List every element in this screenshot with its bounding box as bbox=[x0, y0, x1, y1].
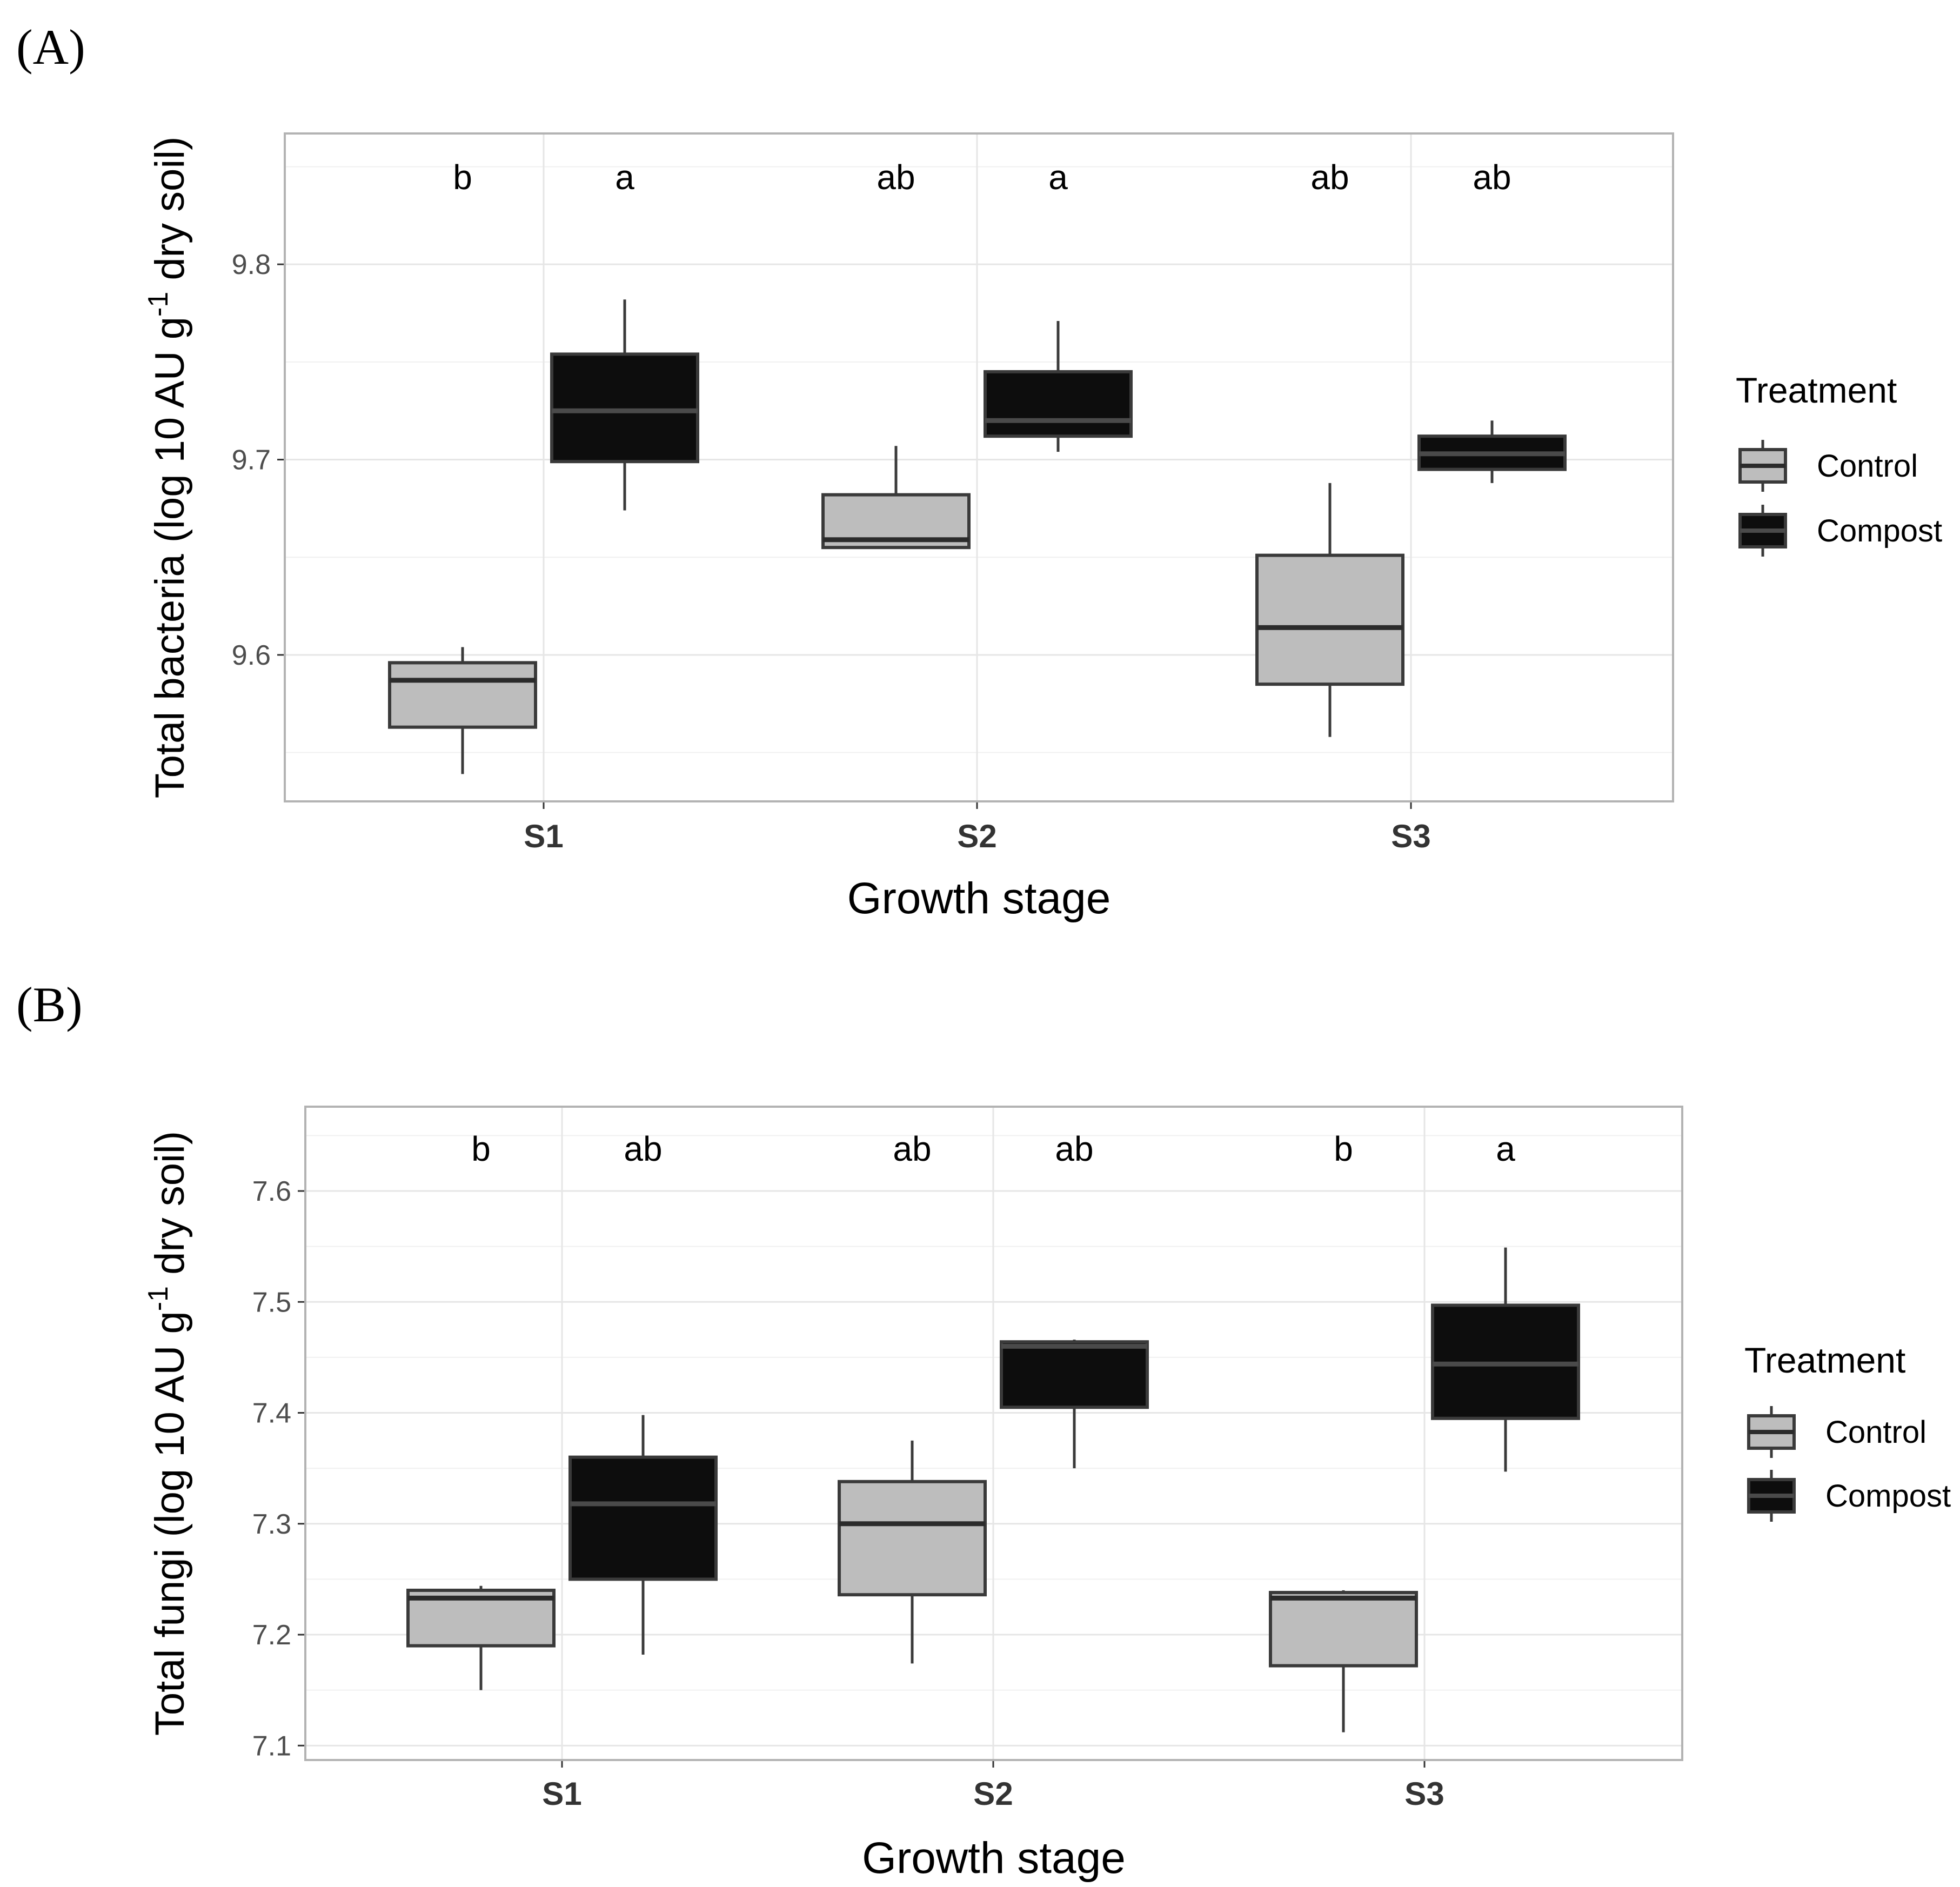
legend-title: Treatment bbox=[1744, 1340, 1905, 1380]
legend-title: Treatment bbox=[1736, 370, 1897, 410]
significance-letter: ab bbox=[1055, 1129, 1093, 1168]
y-tick-label: 7.5 bbox=[252, 1287, 291, 1318]
significance-letter: b bbox=[1334, 1129, 1353, 1168]
y-tick-label: 7.2 bbox=[252, 1620, 291, 1651]
significance-letter: ab bbox=[1310, 158, 1349, 197]
y-axis-label: Total bacteria (log 10 AU g-1 dry soil) bbox=[143, 137, 193, 799]
box-control-s2: ab bbox=[821, 158, 971, 550]
box-control-s2: ab bbox=[838, 1129, 987, 1664]
panel-label: (B) bbox=[16, 977, 83, 1032]
x-axis-label: Growth stage bbox=[862, 1834, 1126, 1883]
box-iqr bbox=[1000, 1340, 1149, 1409]
y-axis-label-main: Total fungi (log 10 AU g bbox=[147, 1311, 193, 1736]
y-axis-label: Total fungi (log 10 AU g-1 dry soil) bbox=[143, 1131, 193, 1736]
legend-item-compost: Compost bbox=[1738, 505, 1942, 557]
plot-border bbox=[284, 132, 1674, 802]
x-tick-label: S2 bbox=[957, 818, 996, 854]
box-control-s3: b bbox=[1269, 1129, 1418, 1732]
y-axis-label-main: Total bacteria (log 10 AU g bbox=[147, 317, 193, 798]
legend-item-control: Control bbox=[1747, 1406, 1926, 1458]
significance-letter: b bbox=[453, 158, 472, 197]
y-tick-label: 9.7 bbox=[232, 445, 271, 476]
x-tick-label: S1 bbox=[524, 818, 563, 854]
y-axis-label-unit: dry soil) bbox=[147, 137, 193, 292]
box-compost-s1: a bbox=[550, 158, 699, 511]
legend-label: Compost bbox=[1817, 513, 1942, 548]
x-tick-label: S3 bbox=[1391, 818, 1430, 854]
box-compost-s1: ab bbox=[568, 1129, 718, 1655]
y-tick-label: 7.1 bbox=[252, 1730, 291, 1762]
chart-panel-a: (A) 9.6 9.7 9.8 S1 S2 S3 b ab ab a a ab Growth stage T… bbox=[16, 19, 1942, 923]
panel-label: (A) bbox=[16, 19, 85, 75]
significance-letter: ab bbox=[893, 1129, 931, 1168]
significance-letter: ab bbox=[1473, 158, 1511, 197]
box-compost-s2: a bbox=[984, 158, 1133, 452]
significance-letter: a bbox=[1048, 158, 1068, 197]
x-tick-label: S3 bbox=[1404, 1776, 1444, 1812]
box-compost-s2: ab bbox=[1000, 1129, 1149, 1469]
y-axis-label-superscript: -1 bbox=[143, 1286, 174, 1311]
box-control-s1: b bbox=[406, 1129, 556, 1690]
plot-border bbox=[304, 1106, 1683, 1761]
box-iqr bbox=[984, 370, 1133, 438]
box-compost-s3: a bbox=[1431, 1129, 1580, 1472]
legend: Treatment Control Compost bbox=[1736, 370, 1942, 557]
box-iqr bbox=[1269, 1591, 1418, 1668]
y-tick-label: 7.6 bbox=[252, 1176, 291, 1207]
box-compost-s3: ab bbox=[1417, 158, 1567, 483]
y-tick-label: 9.6 bbox=[232, 640, 271, 671]
box-iqr bbox=[388, 661, 537, 729]
y-tick-label: 7.3 bbox=[252, 1509, 291, 1540]
box-control-s3: ab bbox=[1255, 158, 1404, 737]
y-tick-label: 7.4 bbox=[252, 1398, 291, 1429]
x-tick-label: S1 bbox=[542, 1776, 581, 1812]
significance-letter: a bbox=[615, 158, 634, 197]
box-iqr bbox=[568, 1455, 718, 1581]
x-tick-label: S2 bbox=[973, 1776, 1013, 1812]
box-iqr bbox=[1255, 553, 1404, 686]
y-axis-label-unit: dry soil) bbox=[147, 1131, 193, 1286]
significance-letter: b bbox=[471, 1129, 491, 1168]
legend-label: Compost bbox=[1825, 1478, 1951, 1514]
legend-label: Control bbox=[1825, 1415, 1926, 1450]
chart-panel-b: (B) 7.1 7.2 7.3 7.4 7.5 7.6 S1 S2 S3 b ab b ab ab a Grow… bbox=[16, 977, 1951, 1883]
y-axis-label-superscript: -1 bbox=[143, 292, 174, 317]
significance-letter: a bbox=[1496, 1129, 1515, 1168]
x-axis-label: Growth stage bbox=[847, 874, 1111, 923]
y-tick-label: 9.8 bbox=[232, 249, 271, 280]
significance-letter: ab bbox=[877, 158, 915, 197]
legend-label: Control bbox=[1817, 449, 1918, 484]
box-control-s1: b bbox=[388, 158, 537, 774]
legend-item-control: Control bbox=[1738, 440, 1918, 492]
box-iqr bbox=[550, 352, 699, 464]
box-iqr bbox=[838, 1480, 987, 1597]
legend: Treatment Control Compost bbox=[1744, 1340, 1951, 1522]
legend-item-compost: Compost bbox=[1747, 1470, 1951, 1522]
significance-letter: ab bbox=[624, 1129, 662, 1168]
